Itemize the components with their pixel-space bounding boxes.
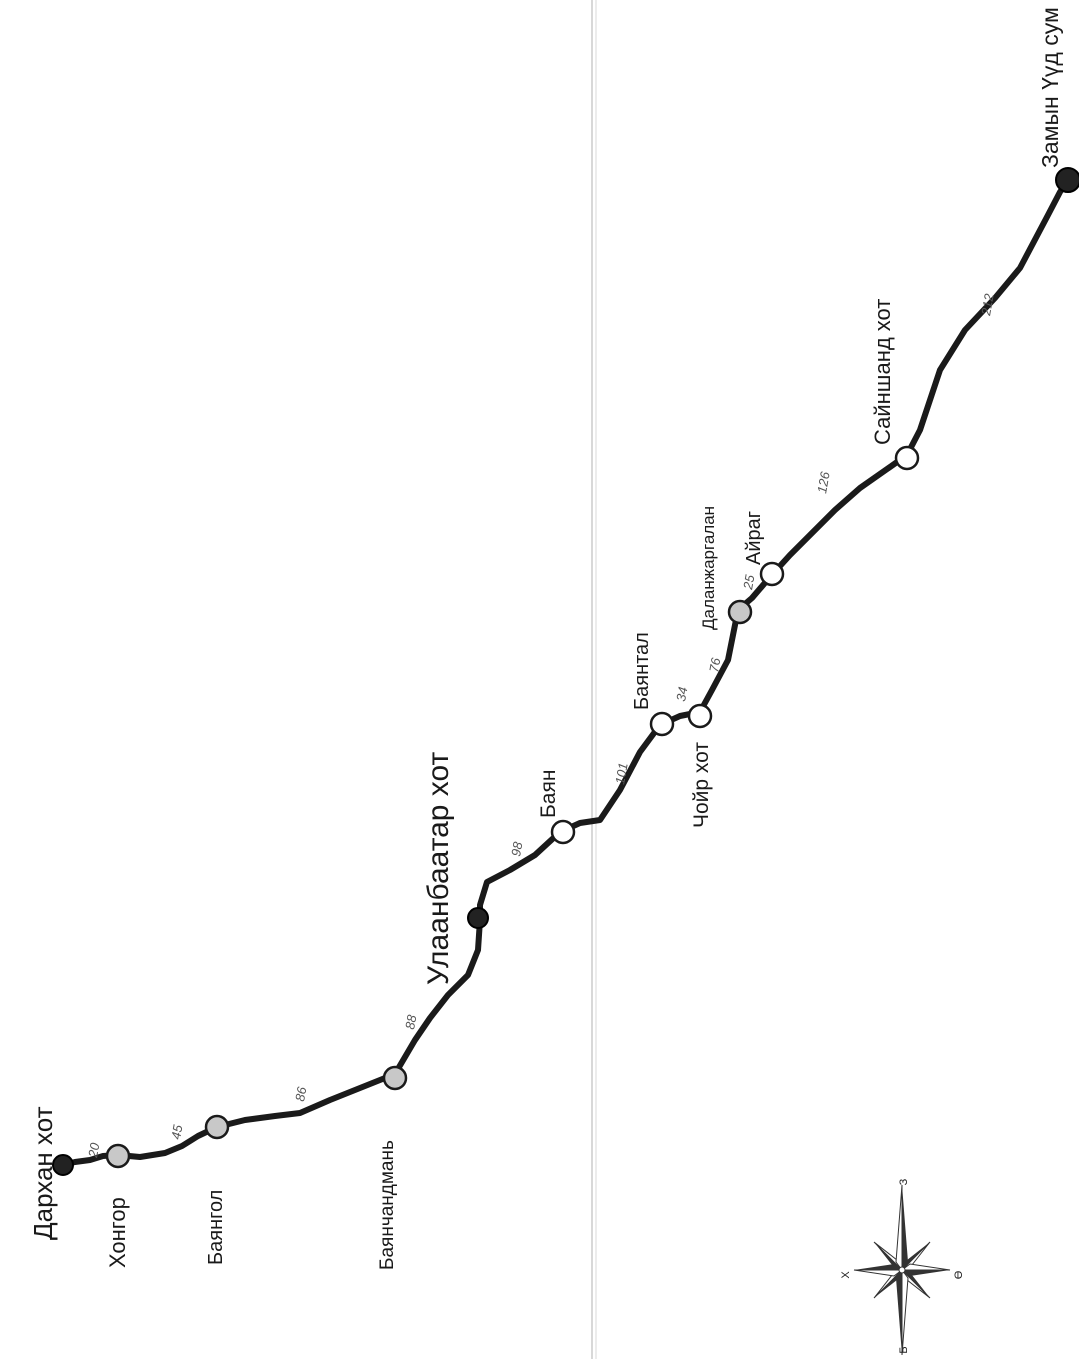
- station-airag-marker: [759, 561, 785, 587]
- station-darkhan-label: Дархан хот: [28, 1106, 58, 1240]
- station-darkhan-marker: [52, 1154, 74, 1176]
- station-khongor-label: Хонгор: [105, 1197, 130, 1268]
- station-bayanchandmani-label: Баянчандмань: [377, 1140, 398, 1270]
- compass-south-label: Ө: [953, 1270, 965, 1279]
- distance-label: 98: [508, 840, 525, 858]
- station-dalanjargalan-label: Даланжаргалан: [699, 506, 718, 630]
- distance-label: 45: [168, 1123, 185, 1141]
- station-dalanjargalan-marker: [727, 599, 753, 625]
- compass-north-label: Х: [840, 1271, 852, 1279]
- distance-label: 34: [673, 686, 690, 703]
- station-sainshand-marker: [894, 445, 920, 471]
- station-zamyn-uud-marker: [1055, 167, 1079, 193]
- station-zamyn-uud-label: Замын Үүд сум: [1037, 7, 1063, 168]
- compass-rose-icon: [853, 1184, 951, 1356]
- station-bayantal-label: Баянтал: [631, 632, 653, 710]
- distance-label: 101: [612, 762, 631, 786]
- station-airag-label: Айраг: [743, 511, 765, 565]
- distance-label: 212: [978, 292, 997, 318]
- station-choir-marker: [687, 703, 713, 729]
- distance-label: 88: [402, 1013, 419, 1031]
- distance-label: 86: [292, 1085, 309, 1103]
- station-bayanchandmani-marker: [382, 1065, 408, 1091]
- distance-label: 76: [706, 656, 723, 674]
- station-bayantal-marker: [649, 711, 675, 737]
- station-khongor-marker: [105, 1143, 131, 1169]
- station-ulaanbaatar-label: Улаанбаатар хот: [422, 752, 455, 985]
- railway-route: [60, 177, 1071, 1168]
- compass-east-label: З: [898, 1178, 910, 1185]
- distance-label: 126: [814, 470, 833, 495]
- station-bayan-marker: [550, 819, 576, 845]
- station-choir-label: Чойр хот: [690, 742, 713, 828]
- station-bayan-label: Баян: [537, 770, 560, 818]
- station-bayangol-label: Баянгол: [205, 1190, 227, 1265]
- compass-west-label: Б: [898, 1346, 910, 1353]
- station-sainshand-label: Сайншанд хот: [870, 299, 895, 445]
- station-ulaanbaatar-marker: [467, 907, 489, 929]
- distance-label: 20: [85, 1141, 103, 1160]
- station-bayangol-marker: [204, 1114, 230, 1140]
- distance-label: 25: [740, 573, 758, 592]
